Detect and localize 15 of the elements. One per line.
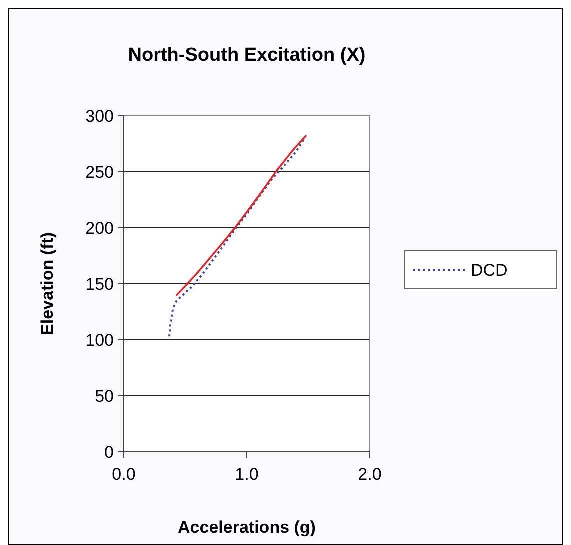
- y-tick-label: 100: [86, 330, 114, 350]
- chart-title: North-South Excitation (X): [128, 45, 366, 66]
- x-tick-label: 2.0: [358, 465, 382, 484]
- y-axis-title: Elevation (ft): [38, 232, 57, 336]
- line-series: [176, 135, 307, 296]
- x-tick-label: 1.0: [235, 465, 259, 484]
- y-tick-label: 300: [86, 106, 114, 126]
- y-tick-label: 250: [86, 162, 114, 182]
- x-tick-label: 0.0: [112, 465, 136, 484]
- legend-label: DCD: [471, 260, 508, 280]
- y-tick-label: 50: [95, 386, 114, 406]
- y-tick-label: 200: [86, 218, 114, 238]
- y-tick-label: 150: [86, 274, 114, 294]
- x-axis-title: Accelerations (g): [178, 518, 316, 537]
- y-tick-label: 0: [104, 442, 114, 462]
